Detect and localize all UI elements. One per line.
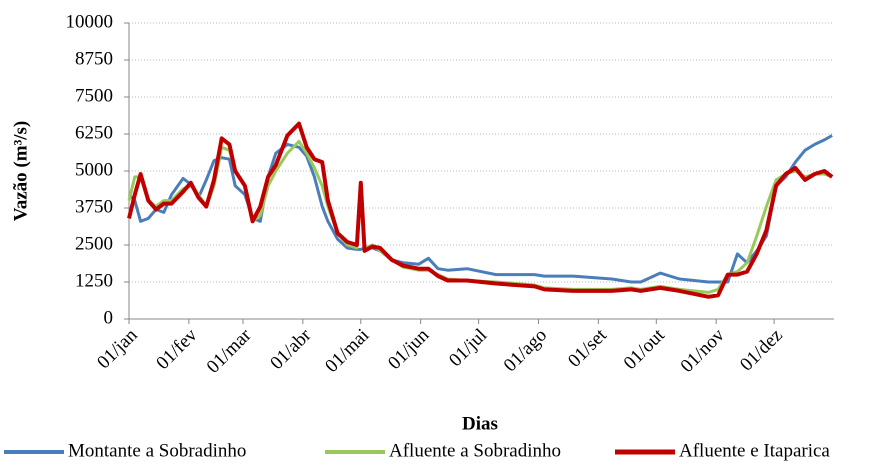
x-axis-label: Dias [462,413,498,434]
x-tick-label: 01/nov [677,324,730,377]
x-tick-label: 01/mar [203,324,256,377]
x-tick-label: 01/abr [266,324,316,374]
x-tick-label: 01/out [620,324,670,374]
legend-label: Montante a Sobradinho [68,440,246,461]
y-tick-label: 6250 [75,122,113,143]
y-tick-label: 5000 [75,159,113,180]
x-tick-label: 01/jul [445,325,491,371]
series-line [127,121,834,299]
y-axis-label: Vazão (m³/s) [10,121,31,222]
x-tick-label: 01/set [564,324,611,371]
x-tick-label: 01/mai [321,325,373,377]
y-tick-label: 1250 [75,270,113,291]
x-tick-label: 01/dez [736,325,787,376]
y-tick-label: 10000 [66,11,114,32]
y-tick-label: 3750 [75,196,113,217]
y-tick-label: 0 [104,307,114,328]
y-tick-label: 8750 [75,48,113,69]
x-tick-label: 01/ago [500,325,551,376]
x-tick-label: 01/jan [93,324,142,373]
y-tick-label: 7500 [75,85,113,106]
x-tick-label: 01/jun [384,324,434,374]
legend-label: Afluente a Sobradinho [389,440,561,461]
legend-label: Afluente e Itaparica [679,440,830,461]
x-tick-label: 01/fev [152,324,202,374]
series-line [127,134,833,284]
y-tick-label: 2500 [75,233,113,254]
